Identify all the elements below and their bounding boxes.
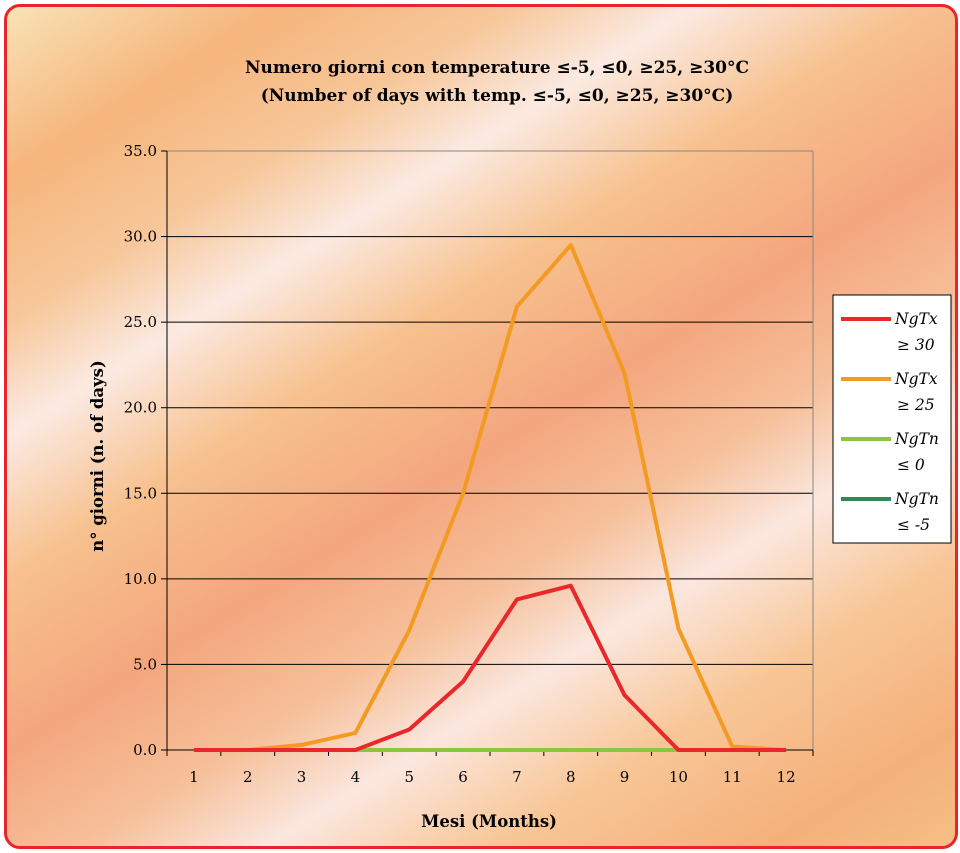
- x-tick-label: 6: [458, 768, 468, 786]
- series-line: [193, 243, 787, 752]
- y-tick-label: 10.0: [124, 570, 157, 588]
- y-tick-label: 20.0: [124, 399, 157, 417]
- y-tick-label: 30.0: [124, 228, 157, 246]
- y-tick-label: 0.0: [133, 741, 157, 759]
- y-tick-label: 35.0: [124, 142, 157, 160]
- x-tick-label: 1: [189, 768, 199, 786]
- x-tick-label: 11: [723, 768, 742, 786]
- y-tick-label: 15.0: [124, 484, 157, 502]
- plot-area: 0.05.010.015.020.025.030.035.01 2 3 4 5 6 7 8 9 1…: [124, 142, 814, 786]
- x-tick-label: 10: [669, 768, 688, 786]
- legend-box: [832, 294, 952, 544]
- y-axis-label: n° giorni (n. of days): [88, 360, 107, 552]
- legend-label: NgTx: [894, 310, 938, 328]
- y-tick-label: 25.0: [124, 313, 157, 331]
- x-tick-label: 12: [777, 768, 796, 786]
- legend-label: ≤ 0: [897, 456, 925, 474]
- x-tick-label: 8: [566, 768, 576, 786]
- x-tick-label: 9: [620, 768, 630, 786]
- series-line: [193, 583, 787, 752]
- legend-label: NgTn: [894, 490, 939, 508]
- legend-label: NgTx: [894, 370, 938, 388]
- legend-label: ≥ 25: [897, 396, 935, 414]
- legend-label: ≤ -5: [897, 516, 930, 534]
- x-tick-label: 5: [404, 768, 414, 786]
- chart-subtitle: (Number of days with temp. ≤-5, ≤0, ≥25,…: [261, 86, 734, 106]
- y-tick-label: 5.0: [133, 655, 157, 673]
- x-tick-label: 7: [512, 768, 522, 786]
- legend: NgTx ≥ 30 NgTx ≥ 25 NgTn ≤ 0 NgTn ≤ -5: [832, 294, 952, 544]
- x-tick-label: 3: [297, 768, 307, 786]
- legend-label: ≥ 30: [897, 336, 935, 354]
- chart-title: Numero giorni con temperature ≤-5, ≤0, ≥…: [245, 58, 749, 78]
- legend-label: NgTn: [894, 430, 939, 448]
- x-tick-label: 4: [351, 768, 361, 786]
- x-axis-label: Mesi (Months): [421, 812, 557, 831]
- x-tick-label: 2: [243, 768, 253, 786]
- chart-frame: Numero giorni con temperature ≤-5, ≤0, ≥…: [4, 4, 958, 849]
- chart: Numero giorni con temperature ≤-5, ≤0, ≥…: [88, 58, 952, 831]
